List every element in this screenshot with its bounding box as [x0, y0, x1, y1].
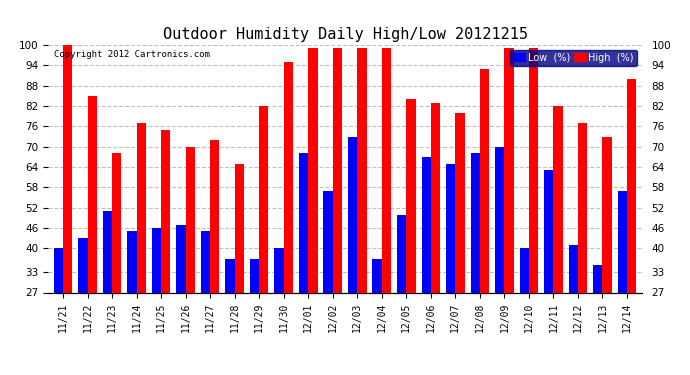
Bar	[348, 136, 357, 292]
Bar	[553, 106, 563, 292]
Bar	[578, 123, 587, 292]
Bar	[618, 191, 627, 292]
Bar	[54, 248, 63, 292]
Text: Copyright 2012 Cartronics.com: Copyright 2012 Cartronics.com	[55, 50, 210, 59]
Bar	[569, 245, 578, 292]
Bar	[210, 140, 219, 292]
Bar	[308, 48, 317, 292]
Bar	[78, 238, 88, 292]
Bar	[627, 79, 636, 292]
Bar	[250, 259, 259, 292]
Bar	[161, 130, 170, 292]
Bar	[446, 164, 455, 292]
Bar	[226, 259, 235, 292]
Bar	[520, 248, 529, 292]
Title: Outdoor Humidity Daily High/Low 20121215: Outdoor Humidity Daily High/Low 20121215	[163, 27, 527, 42]
Bar	[127, 231, 137, 292]
Bar	[284, 62, 293, 292]
Bar	[275, 248, 284, 292]
Bar	[177, 225, 186, 292]
Bar	[495, 147, 504, 292]
Bar	[529, 48, 538, 292]
Bar	[63, 45, 72, 292]
Bar	[137, 123, 146, 292]
Legend: Low  (%), High  (%): Low (%), High (%)	[510, 50, 637, 66]
Bar	[544, 171, 553, 292]
Bar	[431, 103, 440, 292]
Bar	[382, 48, 391, 292]
Bar	[397, 214, 406, 292]
Bar	[299, 153, 308, 292]
Bar	[259, 106, 268, 292]
Bar	[480, 69, 489, 292]
Bar	[333, 48, 342, 292]
Bar	[88, 96, 97, 292]
Bar	[406, 99, 415, 292]
Bar	[103, 211, 112, 292]
Bar	[152, 228, 161, 292]
Bar	[471, 153, 480, 292]
Bar	[357, 48, 366, 292]
Bar	[422, 157, 431, 292]
Bar	[235, 164, 244, 292]
Bar	[602, 136, 612, 292]
Bar	[373, 259, 382, 292]
Bar	[455, 113, 464, 292]
Bar	[186, 147, 195, 292]
Bar	[324, 191, 333, 292]
Bar	[201, 231, 210, 292]
Bar	[593, 266, 602, 292]
Bar	[112, 153, 121, 292]
Bar	[504, 48, 513, 292]
